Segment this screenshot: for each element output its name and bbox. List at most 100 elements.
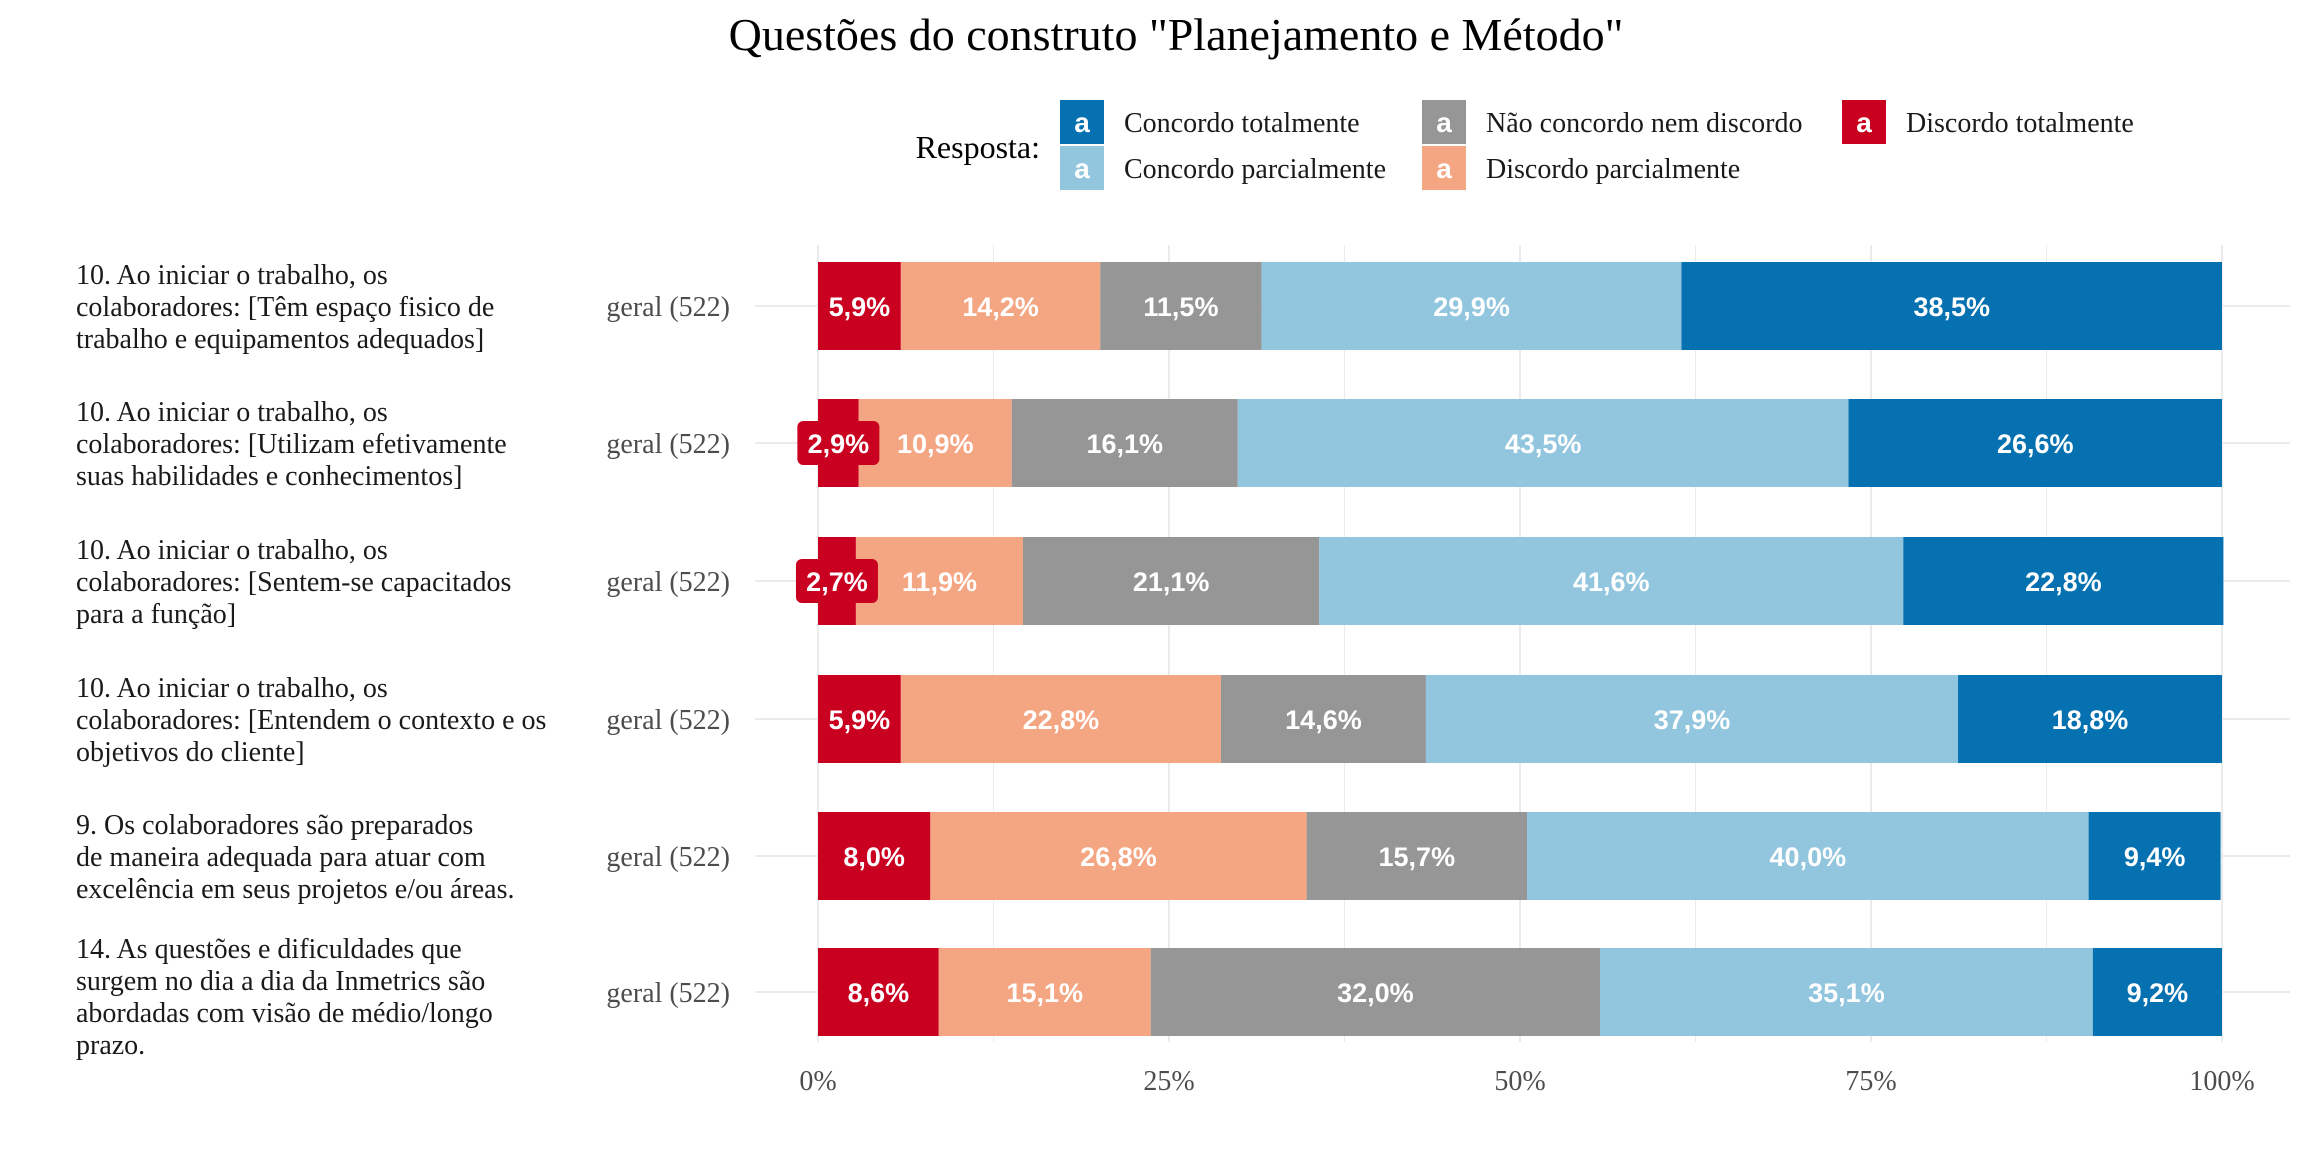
- legend-key-glyph: a: [1074, 107, 1090, 138]
- data-label: 29,9%: [1433, 292, 1510, 322]
- question-label-line: excelência em seus projetos e/ou áreas.: [76, 874, 514, 905]
- bar-segment: [2088, 812, 2221, 900]
- legend-key: [1060, 100, 1104, 144]
- data-label: 37,9%: [1654, 705, 1731, 735]
- x-tick-label: 50%: [1494, 1066, 1545, 1097]
- question-label-line: 14. As questões e dificuldades que: [76, 934, 462, 965]
- question-label-line: trabalho e equipamentos adequados]: [76, 324, 484, 355]
- data-label: 2,7%: [806, 567, 868, 597]
- question-label-line: colaboradores: [Entendem o contexto e os: [76, 705, 546, 736]
- axes: geral (522) 10. Ao iniciar o trabalho, os…: [76, 260, 2255, 1097]
- legend-key: [1842, 100, 1886, 144]
- data-label: 11,9%: [902, 567, 977, 597]
- legend: Resposta: a Concordo totalmente a Concordo …: [916, 100, 2134, 190]
- legend-label: Discordo totalmente: [1906, 108, 2134, 139]
- legend-key-glyph: a: [1436, 153, 1452, 184]
- bar-segment: [1958, 675, 2222, 763]
- data-label: 8,0%: [843, 842, 905, 872]
- data-label: 22,8%: [1023, 705, 1100, 735]
- bars: [818, 262, 2224, 1036]
- bar-segment: [818, 948, 939, 1036]
- data-label: 35,1%: [1808, 978, 1885, 1008]
- data-label: 16,1%: [1086, 429, 1163, 459]
- x-tick-label: 75%: [1845, 1066, 1896, 1097]
- question-label-line: 10. Ao iniciar o trabalho, os: [76, 260, 388, 291]
- data-label-box: [797, 421, 880, 465]
- question-label-line: objetivos do cliente]: [76, 737, 305, 768]
- question-label-line: surgem no dia a dia da Inmetrics são: [76, 966, 485, 997]
- bar-segment: [818, 812, 931, 900]
- legend-key: [1060, 146, 1104, 190]
- data-label: 32,0%: [1337, 978, 1414, 1008]
- legend-label: Concordo totalmente: [1124, 108, 1360, 139]
- group-label: geral (522): [606, 842, 730, 873]
- data-label: 9,4%: [2124, 842, 2186, 872]
- bar-segment: [900, 262, 1101, 350]
- bar-segment: [1100, 262, 1262, 350]
- data-label: 41,6%: [1573, 567, 1650, 597]
- data-label: 14,6%: [1285, 705, 1362, 735]
- question-label-line: 10. Ao iniciar o trabalho, os: [76, 673, 388, 704]
- data-label: 43,5%: [1505, 429, 1582, 459]
- data-label: 21,1%: [1133, 567, 1210, 597]
- legend-key: [1422, 100, 1466, 144]
- bar-segment: [1011, 399, 1238, 487]
- data-label: 26,8%: [1080, 842, 1157, 872]
- bar-segment: [1220, 675, 1426, 763]
- bar-segment: [1527, 812, 2089, 900]
- group-label: geral (522): [606, 705, 730, 736]
- bar-segment: [1600, 948, 2093, 1036]
- question-label-line: prazo.: [76, 1030, 145, 1061]
- question-label-line: colaboradores: [Utilizam efetivamente: [76, 429, 507, 460]
- data-label: 11,5%: [1143, 292, 1218, 322]
- data-label: 5,9%: [829, 292, 891, 322]
- bar-segment: [1150, 948, 1601, 1036]
- question-label-line: 9. Os colaboradores são preparados: [76, 810, 473, 841]
- data-label: 26,6%: [1997, 429, 2074, 459]
- bar-segment: [818, 262, 901, 350]
- data-label: 14,2%: [962, 292, 1039, 322]
- bar-segment: [930, 812, 1307, 900]
- question-label-line: suas habilidades e conhecimentos]: [76, 461, 462, 492]
- bar-segment: [2092, 948, 2222, 1036]
- question-label-line: 10. Ao iniciar o trabalho, os: [76, 397, 388, 428]
- legend-key: [1422, 146, 1466, 190]
- data-label: 15,1%: [1006, 978, 1083, 1008]
- data-label: 2,9%: [808, 429, 870, 459]
- bar-segment: [1681, 262, 2222, 350]
- bar-segment: [938, 948, 1151, 1036]
- bar-segment: [1319, 537, 1904, 625]
- legend-label: Discordo parcialmente: [1486, 154, 1740, 185]
- data-label: 22,8%: [2025, 567, 2102, 597]
- data-label: 9,2%: [2127, 978, 2189, 1008]
- question-label-line: para a função]: [76, 599, 236, 630]
- bar-segment: [1306, 812, 1528, 900]
- group-label: geral (522): [606, 978, 730, 1009]
- group-label: geral (522): [606, 567, 730, 598]
- data-label: 40,0%: [1770, 842, 1847, 872]
- bar-segment: [818, 675, 901, 763]
- legend-title: Resposta:: [916, 129, 1040, 165]
- bar-segment: [1237, 399, 1849, 487]
- bar-segment: [1425, 675, 1959, 763]
- bar-segment: [1261, 262, 1682, 350]
- x-tick-label: 0%: [799, 1066, 836, 1097]
- bar-segment: [900, 675, 1221, 763]
- legend-key-glyph: a: [1436, 107, 1452, 138]
- x-tick-label: 100%: [2189, 1066, 2254, 1097]
- legend-key-glyph: a: [1856, 107, 1872, 138]
- legend-key-glyph: a: [1074, 153, 1090, 184]
- data-label: 8,6%: [848, 978, 910, 1008]
- legend-label: Não concordo nem discordo: [1486, 108, 1802, 139]
- data-label: 5,9%: [829, 705, 891, 735]
- question-label-line: colaboradores: [Sentem-se capacitados: [76, 567, 511, 598]
- question-label-line: abordadas com visão de médio/longo: [76, 998, 493, 1029]
- x-tick-label: 25%: [1143, 1066, 1194, 1097]
- bar-segment: [855, 537, 1023, 625]
- data-label: 38,5%: [1913, 292, 1990, 322]
- group-label: geral (522): [606, 292, 730, 323]
- question-label-line: 10. Ao iniciar o trabalho, os: [76, 535, 388, 566]
- question-label-line: de maneira adequada para atuar com: [76, 842, 486, 873]
- group-label: geral (522): [606, 429, 730, 460]
